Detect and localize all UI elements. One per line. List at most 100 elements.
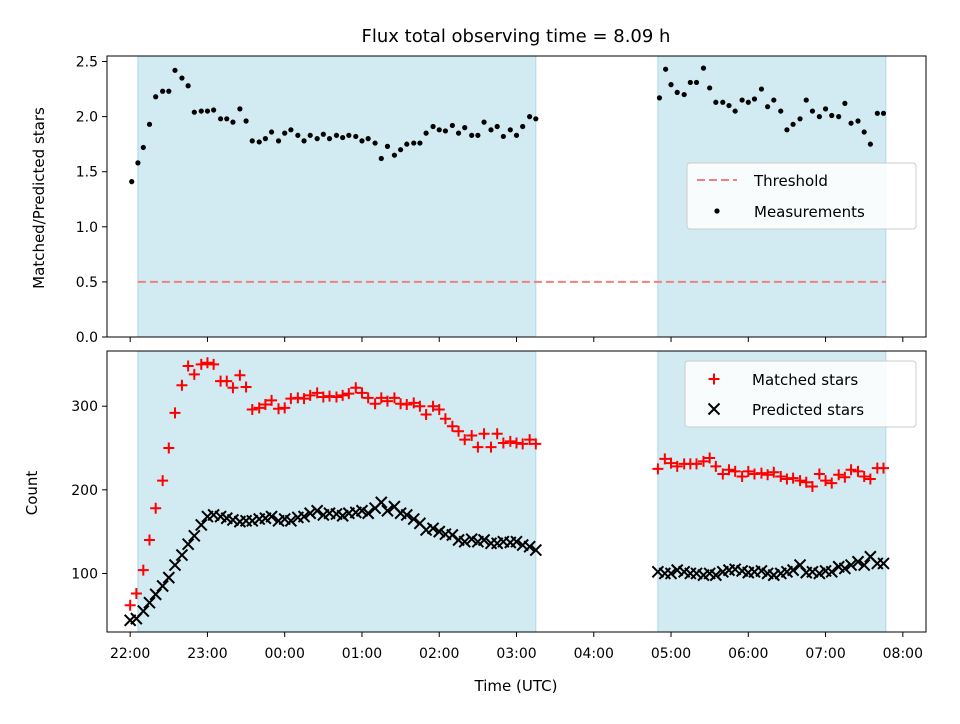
x-tick-label: 00:00: [265, 646, 305, 662]
predicted-star-marker: [458, 535, 471, 548]
matched-star-marker: [530, 438, 542, 450]
measurement-point: [867, 141, 873, 147]
matched-star-marker: [124, 599, 136, 611]
measurement-point: [153, 94, 159, 100]
measurement-point: [475, 132, 481, 138]
measurement-point: [700, 65, 707, 71]
x-tick-label: 22:00: [110, 646, 150, 662]
matched-star-marker: [298, 393, 310, 405]
measurement-point: [720, 99, 726, 105]
measurement-point: [507, 127, 513, 133]
x-tick-label: 04:00: [574, 646, 614, 662]
matched-star-marker: [388, 392, 400, 404]
matched-star-marker: [652, 463, 664, 475]
top-legend-box: [686, 162, 917, 230]
predicted-star-marker: [284, 514, 298, 527]
top-legend: Threshold Measurements: [686, 162, 917, 230]
matched-star-marker: [343, 388, 355, 400]
matched-star-marker: [775, 470, 787, 482]
measurement-point: [378, 155, 384, 162]
measurement-point: [809, 108, 816, 114]
measurement-point: [224, 116, 230, 122]
matched-star-marker: [143, 534, 155, 546]
x-tick-label: 02:00: [419, 646, 459, 662]
measurement-point: [430, 123, 436, 130]
measurement-point: [848, 120, 854, 126]
measurement-point: [784, 127, 790, 133]
predicted-star-marker: [786, 563, 800, 577]
predicted-star-marker: [426, 522, 440, 535]
x-tick-label: 08:00: [883, 646, 923, 662]
measurement-point: [198, 108, 204, 114]
predicted-star-marker: [175, 548, 189, 562]
matched-star-marker: [472, 441, 484, 453]
matched-star-marker: [729, 465, 741, 477]
matched-star-marker: [150, 502, 162, 514]
matched-star-marker: [787, 472, 799, 484]
matched-star-marker: [195, 358, 207, 370]
matched-star-marker: [414, 400, 426, 412]
measurement-point: [513, 132, 520, 138]
predicted-star-marker: [877, 557, 890, 570]
matched-star-marker: [453, 425, 465, 437]
bottom-legend-box: [684, 360, 917, 428]
measurement-point: [243, 118, 249, 124]
matched-star-marker: [864, 473, 876, 485]
matched-star-marker: [794, 475, 806, 487]
measurement-point: [135, 160, 141, 166]
measurement-point: [771, 97, 777, 103]
top-plot-area: [129, 56, 887, 337]
matched-star-marker: [375, 392, 387, 404]
matched-star-marker: [433, 404, 445, 416]
matched-star-marker: [381, 395, 393, 407]
matched-star-marker: [858, 470, 870, 482]
matched-star-marker: [813, 468, 825, 480]
matched-star-marker: [330, 391, 342, 403]
matched-star-marker: [201, 357, 213, 369]
measurement-point: [693, 79, 700, 86]
measurement-point: [185, 83, 191, 89]
measurement-point: [262, 136, 268, 142]
predicted-star-marker: [303, 507, 317, 520]
predicted-star-marker: [381, 504, 394, 517]
measurement-point: [237, 106, 243, 112]
measurement-point: [301, 138, 307, 144]
measurement-point: [146, 121, 153, 127]
matched-star-marker: [369, 398, 381, 410]
measurement-point: [500, 133, 506, 140]
matched-star-marker: [221, 375, 233, 387]
matched-star-marker: [826, 477, 838, 489]
measurement-point: [411, 140, 417, 146]
measurement-point: [256, 139, 262, 145]
bottom-legend: Matched stars Predicted stars: [684, 360, 917, 428]
predicted-star-marker: [265, 510, 278, 523]
matched-star-marker: [485, 441, 497, 453]
matched-star-marker: [253, 402, 265, 414]
matched-star-marker: [762, 469, 774, 481]
measurement-point: [372, 140, 378, 146]
predicted-star-marker: [709, 568, 723, 582]
x-axis-label: Time (UTC): [474, 677, 558, 695]
matched-star-marker: [311, 387, 323, 399]
measurement-point: [391, 152, 398, 158]
matched-star-marker: [742, 465, 754, 477]
matched-star-marker: [459, 434, 471, 446]
measurement-point: [668, 82, 674, 88]
top-y-axis-label: Matched/Predicted stars: [30, 107, 48, 289]
measurement-point: [359, 138, 365, 144]
legend-predicted-swatch: [707, 402, 721, 416]
predicted-star-marker: [400, 508, 413, 522]
top-y-tick-label: 2.0: [76, 110, 98, 126]
measurement-point: [732, 108, 738, 114]
predicted-star-marker: [310, 504, 324, 517]
predicted-star-marker: [195, 518, 208, 532]
top-y-tick-label: 0.0: [76, 330, 98, 346]
matched-star-marker: [362, 392, 374, 404]
measurement-point: [191, 109, 197, 115]
x-tick-label: 23:00: [187, 646, 227, 662]
measurement-point: [384, 143, 391, 149]
measurement-point: [745, 99, 751, 105]
measurement-point: [469, 132, 475, 138]
legend-measurements-swatch: [714, 208, 720, 214]
measurement-point: [204, 108, 211, 114]
